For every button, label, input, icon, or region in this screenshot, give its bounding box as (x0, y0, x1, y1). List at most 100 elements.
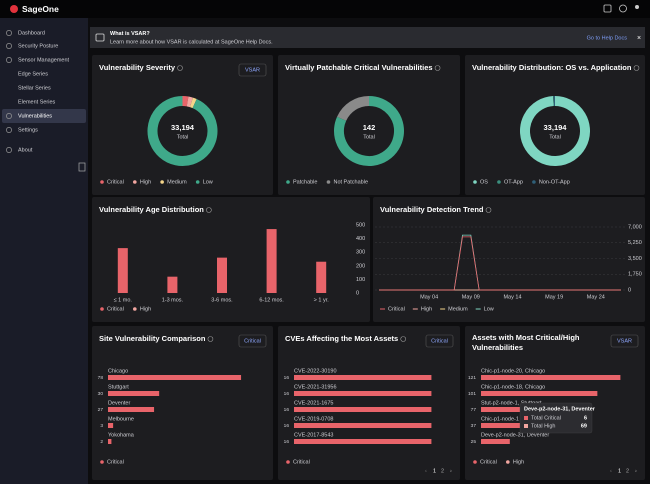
user-icon[interactable] (635, 5, 639, 9)
legend-label: Critical (107, 459, 124, 465)
legend-label: Low (484, 306, 494, 312)
nav-item[interactable]: Stellar Series (18, 85, 51, 91)
tooltip-value: 69 (581, 423, 587, 429)
legend-label: Critical (480, 459, 497, 465)
nav-icon (6, 57, 12, 63)
dropdown[interactable] (238, 334, 267, 348)
value-label: 2 (100, 439, 103, 445)
bar-label: Chic-p1-node-20, Chicago (481, 368, 545, 374)
page-number[interactable]: 1 (433, 468, 436, 474)
bar (481, 375, 621, 380)
bar (108, 375, 242, 380)
panel (373, 197, 645, 322)
dropdown-label[interactable]: VSAR (245, 67, 260, 73)
nav-item[interactable]: About (18, 147, 33, 153)
top-bar (0, 0, 650, 18)
bar (108, 423, 114, 428)
y-tick-label: 200 (356, 263, 365, 269)
chart-title: Site Vulnerability Comparison (99, 334, 206, 343)
bar-label: CVE-2017-8543 (294, 432, 333, 438)
page-number[interactable]: 2 (626, 468, 629, 474)
dropdown[interactable] (425, 334, 454, 348)
bar (108, 391, 160, 396)
legend-swatch (326, 180, 331, 184)
page-prev[interactable]: ‹ (610, 468, 612, 474)
nav-item[interactable]: Edge Series (18, 71, 48, 77)
y-tick-label: 5,250 (628, 240, 642, 246)
bar (294, 407, 432, 412)
legend-label: High (140, 179, 151, 185)
value-label: 30 (98, 391, 104, 397)
legend-swatch (473, 460, 477, 464)
bar-label: CVE-2021-1675 (294, 400, 333, 406)
page-number[interactable]: 2 (441, 468, 444, 474)
value-label: 16 (284, 423, 290, 429)
value-label: 78 (98, 375, 104, 381)
bar (481, 439, 510, 444)
tooltip-title: Deve-p2-node-31, Deventer (524, 406, 596, 412)
nav-item[interactable]: Dashboard (18, 30, 45, 36)
page-number[interactable]: 1 (618, 468, 621, 474)
center-value: 142 (363, 123, 376, 132)
bar-label: CVE-2019-0708 (294, 416, 333, 422)
bar-label: CVE-2022-30190 (294, 368, 337, 374)
page-next[interactable]: › (450, 468, 452, 474)
close[interactable]: × (637, 35, 641, 42)
x-tick-label: 1-3 mos. (162, 297, 184, 303)
value-label: 27 (98, 407, 104, 413)
bar (266, 229, 277, 293)
bar-label: Chic-p1-node-1 (481, 416, 519, 422)
center-value: 33,194 (544, 123, 568, 132)
value-label: 16 (284, 391, 290, 397)
dropdown-label[interactable]: VSAR (617, 338, 632, 344)
nav-icon (6, 43, 12, 49)
active-item (2, 109, 86, 123)
icon[interactable] (603, 4, 612, 13)
x-tick-label: May 09 (462, 294, 480, 300)
legend-swatch (532, 180, 536, 184)
logo (10, 5, 18, 13)
nav-icon (6, 147, 12, 153)
x-tick-label: May 04 (420, 294, 438, 300)
bar-label: Chic-p1-node-18, Chicago (481, 384, 545, 390)
bar-label: CVE-2021-31956 (294, 384, 337, 390)
legend-label: OS (480, 179, 488, 185)
chart-title: Vulnerability Detection Trend (380, 205, 484, 214)
value-label: 37 (471, 423, 477, 429)
banner (90, 27, 645, 48)
info-icon (633, 65, 640, 71)
nav-item[interactable]: Settings (18, 127, 38, 133)
nav-icon (6, 113, 12, 119)
value-label: 3 (100, 423, 103, 429)
panel (92, 197, 370, 322)
banner-link[interactable]: Go to Help Docs (587, 35, 628, 41)
tooltip-value: 6 (584, 415, 587, 421)
nav-item[interactable]: Element Series (18, 99, 56, 105)
nav-item[interactable]: Security Posture (18, 43, 58, 49)
dropdown-label[interactable]: Critical (431, 338, 448, 344)
chart-title: Vulnerability Age Distribution (99, 205, 204, 214)
tooltip-swatch (524, 416, 528, 420)
bar (481, 423, 524, 428)
dropdown[interactable] (610, 334, 639, 348)
banner-icon (95, 33, 105, 42)
page-next[interactable]: › (635, 468, 637, 474)
x-tick-label: May 14 (503, 294, 521, 300)
page-prev[interactable]: ‹ (425, 468, 427, 474)
sidebar (0, 18, 88, 484)
nav-item[interactable]: Sensor Management (18, 57, 70, 63)
collapse[interactable] (78, 162, 86, 172)
help-icon[interactable] (619, 4, 627, 13)
dropdown-label[interactable]: Critical (244, 338, 261, 344)
value-label: 16 (284, 375, 290, 381)
bar (217, 257, 227, 293)
panel (92, 326, 273, 480)
dropdown[interactable] (238, 63, 267, 77)
bar-label: Yokohama (108, 432, 135, 438)
legend-swatch (286, 180, 290, 184)
nav-item[interactable]: Vulnerabilities (18, 113, 52, 119)
center-label: Total (177, 134, 189, 140)
y-tick-label: 0 (356, 290, 359, 296)
legend-label: OT-App (504, 179, 523, 185)
